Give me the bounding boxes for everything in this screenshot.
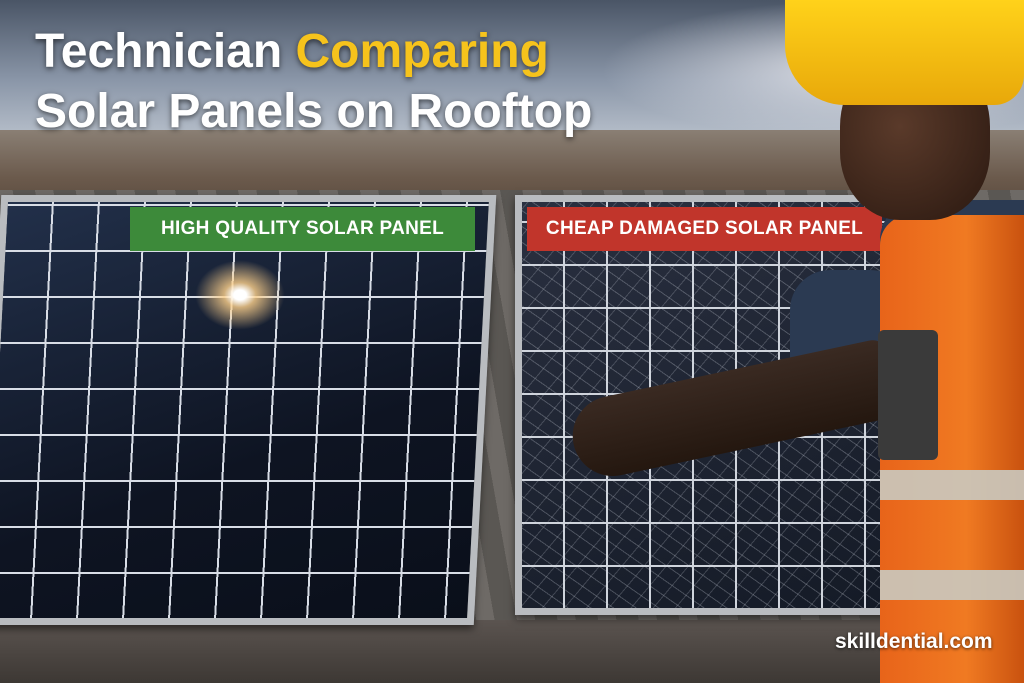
headline-highlight: Comparing xyxy=(295,25,549,78)
reflective-stripe xyxy=(880,470,1024,500)
headline-line-2: Solar Panels on Rooftop xyxy=(35,85,593,138)
label-damaged: CHEAP DAMAGED SOLAR PANEL xyxy=(527,207,882,251)
headline: Technician Comparing Solar Panels on Roo… xyxy=(35,22,592,142)
vest-pocket xyxy=(878,330,938,460)
headline-line-1: Technician Comparing xyxy=(35,22,592,82)
hard-hat xyxy=(785,0,1024,105)
sun-reflection xyxy=(195,260,285,330)
headline-prefix: Technician xyxy=(35,25,296,78)
label-high-quality: HIGH QUALITY SOLAR PANEL xyxy=(130,207,475,251)
reflective-stripe xyxy=(880,570,1024,600)
roof-edge xyxy=(0,620,1024,683)
watermark: skilldential.com xyxy=(835,630,993,653)
